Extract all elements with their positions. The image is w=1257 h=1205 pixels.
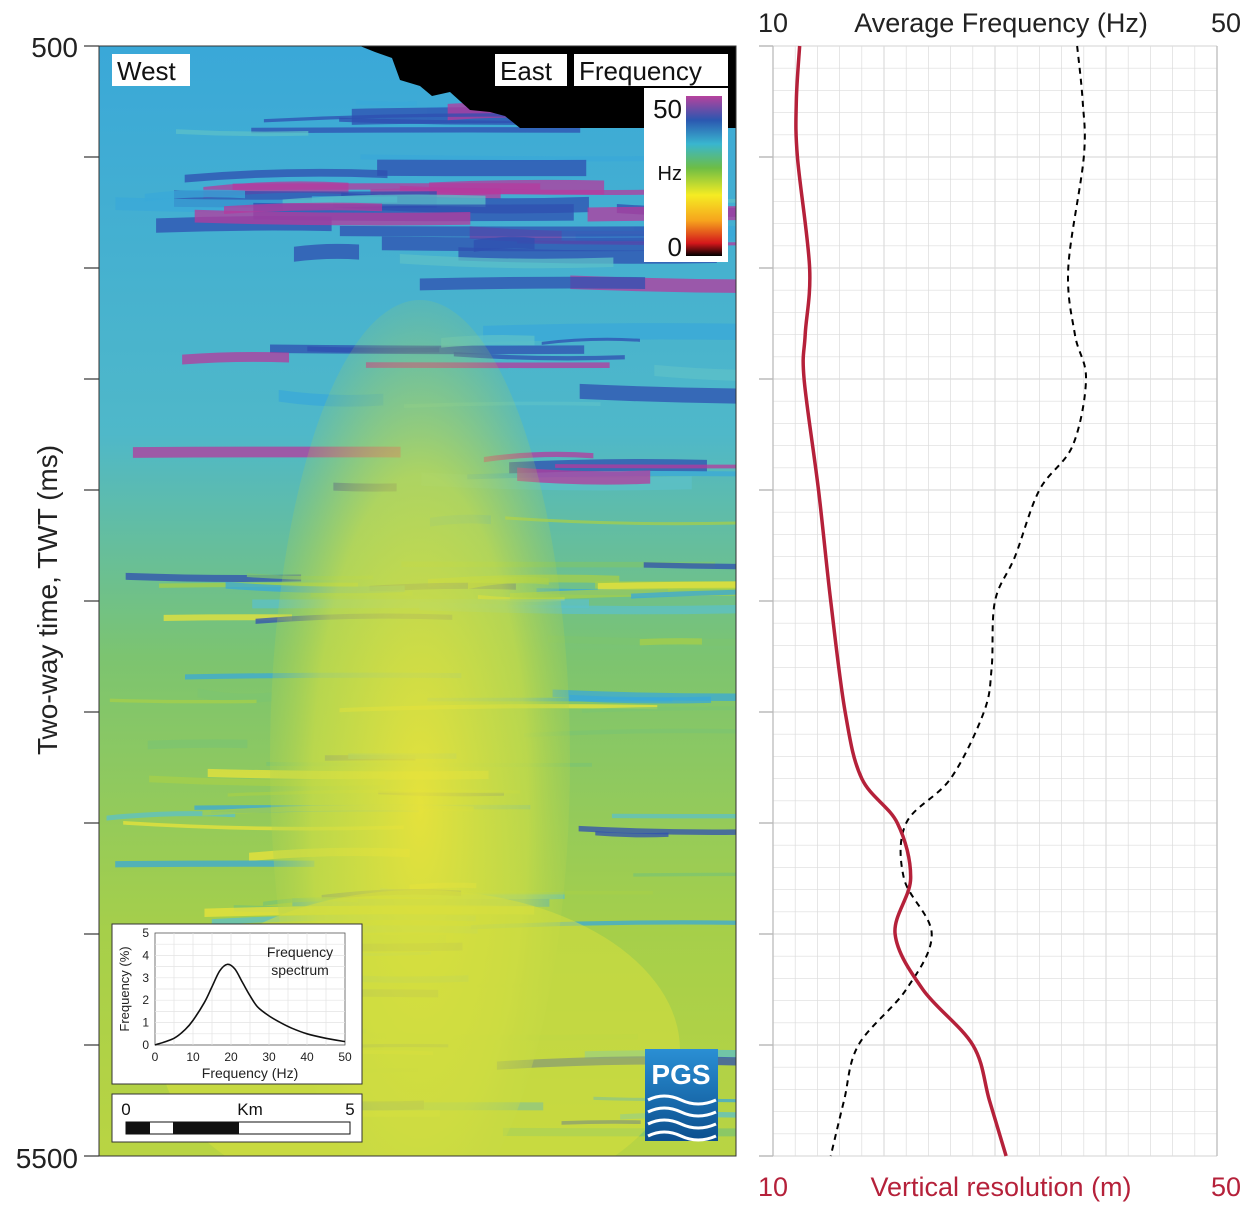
reflector-band [182,351,290,365]
logo-wave-3 [647,1118,717,1130]
inset-ytick: 4 [142,948,149,962]
bottom-axis-max: 50 [1211,1172,1241,1202]
inset-grid [155,933,345,1045]
scale-bar-end: 5 [345,1100,354,1119]
reflector-band [639,638,702,646]
reflector-band [611,813,736,819]
reflector-band [523,728,736,738]
colorbar-min: 0 [668,232,682,262]
inset-ticks: 0 10 20 30 40 50 0 1 2 3 4 5 [142,926,352,1064]
scale-bar: 0 Km 5 [111,1093,363,1143]
twt-axis [84,45,100,1157]
reflector-band [541,337,640,345]
reflector-band [581,706,736,713]
east-label-box [495,54,567,86]
inset-ytick: 0 [142,1038,149,1052]
pgs-logo: PGS [645,1049,718,1142]
frequency-label-box [574,54,728,86]
inset-title-2: spectrum [271,962,329,978]
reflector-band [587,206,736,222]
inset-xtick: 20 [224,1050,238,1064]
reflector-band [483,323,736,343]
reflector-band [509,587,736,602]
reflector-band [473,236,535,252]
reflector-band [176,129,309,137]
frequency-label: Frequency [579,56,702,86]
reflector-band [197,688,272,703]
scale-bar-seg-2 [173,1122,239,1134]
reflector-band [569,694,712,704]
west-label-box [112,54,190,86]
bottom-axis-title: Vertical resolution (m) [870,1172,1131,1202]
reflector-band [399,254,614,269]
colorbar-gradient [686,96,722,256]
logo-text: PGS [651,1059,710,1090]
inset-ytick: 1 [142,1016,149,1030]
inset-ytick: 5 [142,926,149,940]
reflector-band [470,920,736,930]
reflector-band [144,189,246,202]
bottom-axis-min: 10 [758,1172,788,1202]
vertical-resolution-line [794,45,1008,1157]
y-axis-label: Two-way time, TWT (ms) [32,445,63,755]
reflector-band [555,464,736,469]
colorbar: 50 Hz 0 [644,88,728,262]
inset-spectrum: 0 10 20 30 40 50 0 1 2 3 4 5 Frequency spectrum Fre… [111,923,363,1085]
colorbar-unit: Hz [658,163,682,185]
inset-xtick: 50 [338,1050,352,1064]
average-frequency-line [829,45,1088,1157]
top-axis-min: 10 [758,8,788,38]
inset-xtick: 40 [300,1050,314,1064]
ytick-500: 500 [31,32,78,63]
inset-xtick: 10 [186,1050,200,1064]
inset-spectrum-line [154,963,346,1046]
reflector-band [654,364,736,381]
reflector-band [631,589,736,599]
reflector-band [109,698,257,704]
reflector-band [355,100,417,106]
scale-bar-seg-1 [126,1122,150,1134]
inset-title-1: Frequency [267,944,333,960]
reflector-band [505,516,736,526]
inset-ytick: 2 [142,993,149,1007]
west-label: West [117,56,177,86]
reflector-band [595,831,669,838]
top-axis-title: Average Frequency (Hz) [854,8,1148,38]
reflector-band [633,872,736,877]
logo-wave-4 [647,1130,717,1142]
inset-ytick: 3 [142,971,149,985]
east-label: East [500,56,553,86]
reflector-band [224,202,383,214]
scale-bar-unit: Km [237,1100,263,1119]
reflector-band [251,127,581,134]
reflector-band [579,383,736,404]
reflector-band [293,243,360,262]
top-axis-max: 50 [1211,8,1241,38]
reflector-band [147,739,248,750]
reflector-band [517,467,651,485]
logo-wave-2 [647,1106,717,1118]
inset-xtick: 30 [262,1050,276,1064]
reflector-band [419,276,646,291]
reflector-band [194,209,471,226]
reflector-band [453,352,625,361]
inset-x-label: Frequency (Hz) [202,1065,298,1081]
reflector-band [377,159,587,177]
reflector-band [360,154,698,162]
ytick-5500: 5500 [16,1143,78,1174]
profile-grid [759,45,1218,1157]
inset-y-label: Frequency (%) [117,946,132,1031]
inset-xtick: 0 [152,1050,159,1064]
scale-bar-start: 0 [121,1100,130,1119]
reflector-band [339,225,653,237]
inset-box [111,923,363,1085]
logo-wave-1 [647,1094,717,1106]
colorbar-max: 50 [653,94,682,124]
reflector-band [184,168,388,183]
reflector-band [643,562,736,570]
reflector-band [115,860,315,868]
